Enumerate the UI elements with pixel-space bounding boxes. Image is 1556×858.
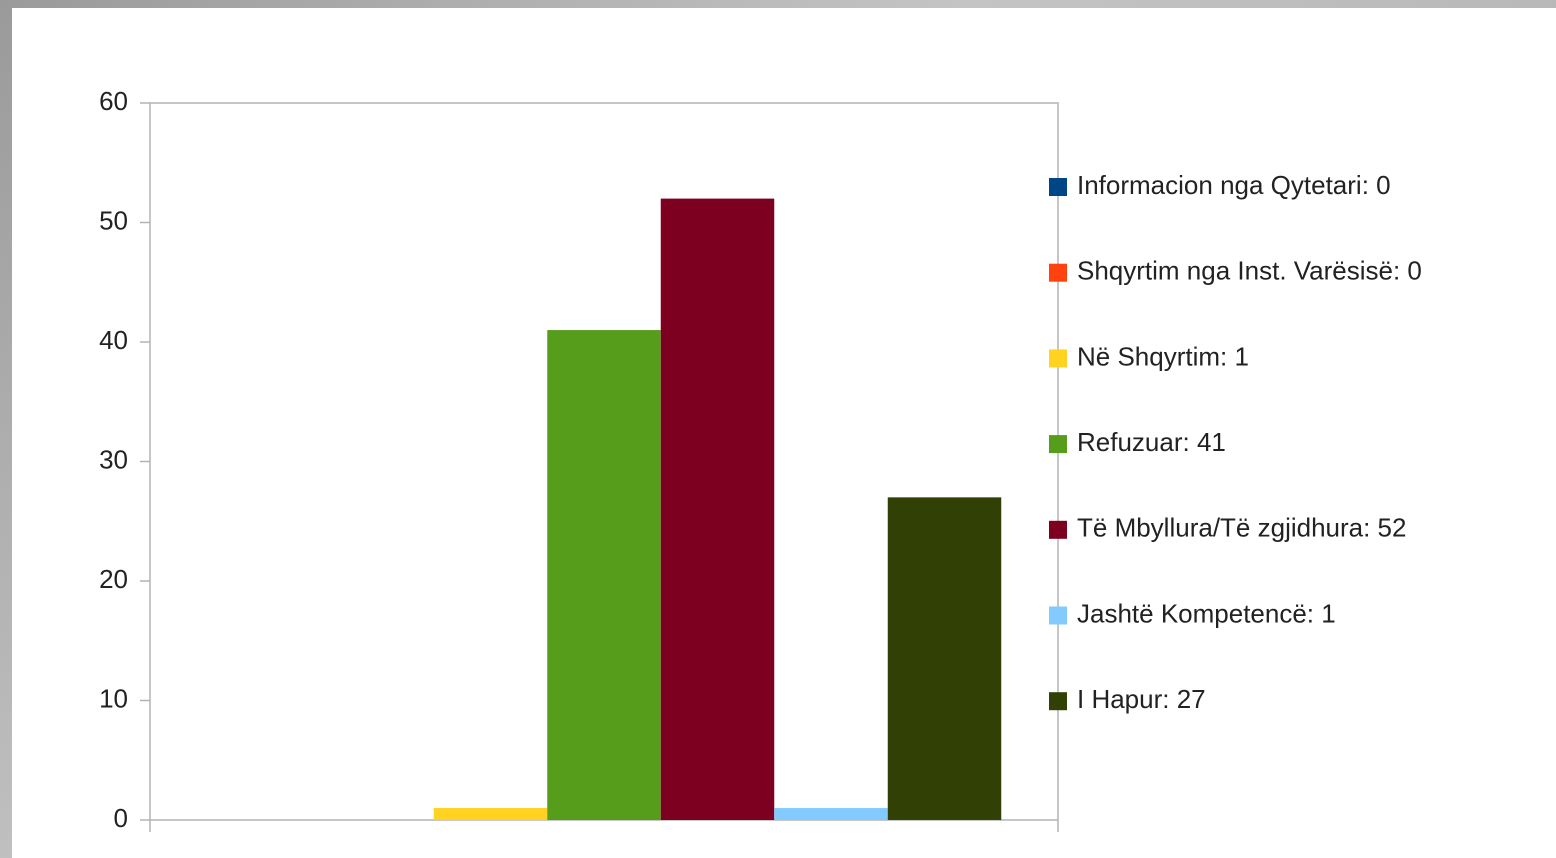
legend-label: Shqyrtim nga Inst. Varësisë: 0 (1077, 256, 1422, 286)
legend-label: Refuzuar: 41 (1077, 427, 1226, 457)
legend-swatch (1049, 349, 1067, 368)
y-tick-label: 60 (99, 86, 128, 116)
bar (547, 330, 661, 820)
y-tick-label: 40 (99, 325, 128, 355)
legend-swatch (1049, 178, 1067, 196)
legend-label: Informacion nga Qytetari: 0 (1077, 170, 1391, 200)
chart-background (12, 8, 1556, 858)
legend-label: I Hapur: 27 (1077, 684, 1206, 714)
legend-label: Të Mbyllura/Të zgjidhura: 52 (1077, 513, 1406, 543)
bar (660, 198, 775, 821)
legend-label: Jashtë Kompetencë: 1 (1077, 598, 1336, 628)
legend-swatch (1049, 263, 1067, 282)
y-tick-label: 50 (99, 205, 128, 235)
bar (887, 497, 1002, 820)
legend-swatch (1049, 435, 1067, 454)
bar (774, 808, 888, 820)
y-tick-label: 30 (99, 444, 128, 474)
y-tick-label: 0 (114, 803, 128, 833)
legend-swatch (1049, 520, 1067, 539)
y-tick-label: 20 (99, 564, 128, 594)
legend-swatch (1049, 692, 1067, 711)
legend-swatch (1049, 606, 1067, 625)
bar (433, 808, 548, 820)
y-tick-label: 10 (99, 683, 128, 713)
legend-label: Në Shqyrtim: 1 (1077, 341, 1249, 371)
